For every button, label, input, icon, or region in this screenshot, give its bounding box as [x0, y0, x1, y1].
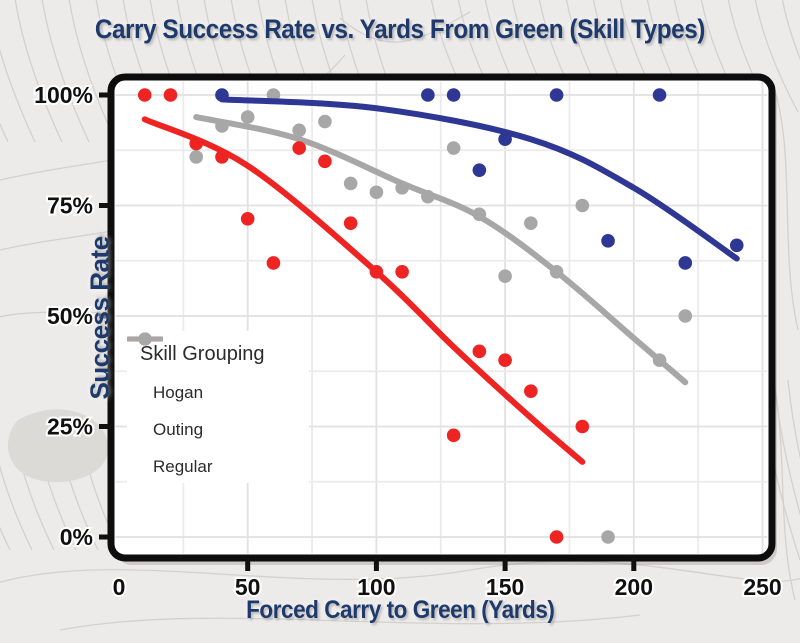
data-point-outing [472, 344, 487, 359]
data-point-outing [292, 141, 306, 155]
legend-label-regular: Regular [153, 457, 213, 476]
trend-line-outing [141, 116, 586, 465]
x-tick-label: 200 [615, 574, 653, 600]
data-point-regular [498, 269, 512, 284]
data-point-outing [369, 265, 384, 279]
data-point-regular [601, 530, 615, 544]
data-point-regular [575, 198, 590, 213]
data-point-regular [524, 216, 538, 230]
data-point-hogan [498, 132, 512, 146]
data-point-regular [343, 176, 358, 191]
data-point-outing [549, 530, 564, 544]
x-axis-title-text: Forced Carry to Green (Yards) [245, 596, 555, 624]
legend-item-outing: Outing [127, 332, 309, 440]
data-point-outing [266, 256, 281, 270]
data-point-outing [524, 384, 538, 398]
legend-item-regular: Regular [127, 332, 309, 477]
x-tick-label: 100 [357, 574, 395, 600]
data-point-hogan [549, 88, 564, 102]
data-point-hogan [652, 88, 667, 102]
points-hogan [215, 88, 744, 270]
axis-ticks [99, 92, 637, 571]
data-point-regular [189, 150, 204, 164]
data-point-outing [240, 211, 255, 226]
points-outing [137, 88, 590, 544]
data-point-hogan [421, 88, 435, 102]
data-point-outing [395, 265, 409, 279]
x-tick-label: 250 [743, 574, 781, 600]
axis-labels: 0 50 100 150 200 250 0% 25% 50% 75% 100% [32, 80, 784, 602]
y-tick-label: 50% [47, 303, 93, 329]
chart-title-text: Carry Success Rate vs. Yards From Green … [94, 14, 706, 44]
data-point-hogan [472, 163, 487, 177]
x-tick-label: 50 [235, 574, 261, 600]
data-point-hogan [215, 88, 229, 102]
legend-label-hogan: Hogan [153, 383, 204, 402]
data-point-outing [189, 136, 204, 151]
x-tick-label: 0 [113, 574, 126, 600]
data-point-regular [292, 123, 306, 138]
data-point-regular [395, 181, 409, 195]
x-axis-title: Forced Carry to Green (Yards) [0, 596, 800, 625]
y-axis-title-text: Success Rate [84, 236, 115, 400]
legend: Skill Grouping Hogan Outing Regular [127, 331, 309, 483]
data-point-outing [446, 428, 461, 443]
data-point-outing [163, 88, 178, 102]
data-point-regular [369, 185, 384, 200]
data-point-regular [421, 189, 435, 204]
legend-marker-regular [127, 332, 163, 346]
trend-line-hogan [218, 96, 740, 262]
data-point-outing [343, 216, 358, 230]
y-tick-label: 100% [34, 82, 93, 108]
y-tick-label: 75% [47, 193, 93, 219]
legend-items: Hogan Outing Regular [127, 332, 309, 477]
y-tick-label: 25% [47, 414, 93, 440]
series-layer [137, 88, 744, 544]
data-point-outing [498, 353, 512, 368]
data-point-regular [215, 119, 229, 133]
data-point-regular [472, 207, 487, 222]
points-regular [189, 88, 693, 544]
data-point-outing [215, 150, 229, 164]
data-point-regular [318, 114, 332, 129]
data-point-outing [318, 154, 332, 169]
data-point-regular [549, 265, 564, 279]
x-tick-label: 150 [486, 574, 524, 600]
chart-title: Carry Success Rate vs. Yards From Green … [0, 14, 800, 45]
data-point-hogan [601, 234, 615, 248]
data-point-regular [240, 110, 255, 124]
data-point-regular [678, 309, 693, 323]
y-tick-label: 0% [60, 524, 93, 550]
data-point-hogan [678, 256, 693, 270]
data-point-outing [137, 88, 152, 102]
legend-item-hogan: Hogan [127, 332, 309, 403]
data-point-regular [652, 353, 667, 368]
data-point-regular [446, 141, 461, 155]
legend-label-outing: Outing [153, 420, 204, 439]
data-point-outing [575, 419, 590, 434]
data-point-hogan [446, 88, 461, 102]
legend-title: Skill Grouping [140, 343, 265, 365]
data-point-hogan [729, 238, 744, 253]
